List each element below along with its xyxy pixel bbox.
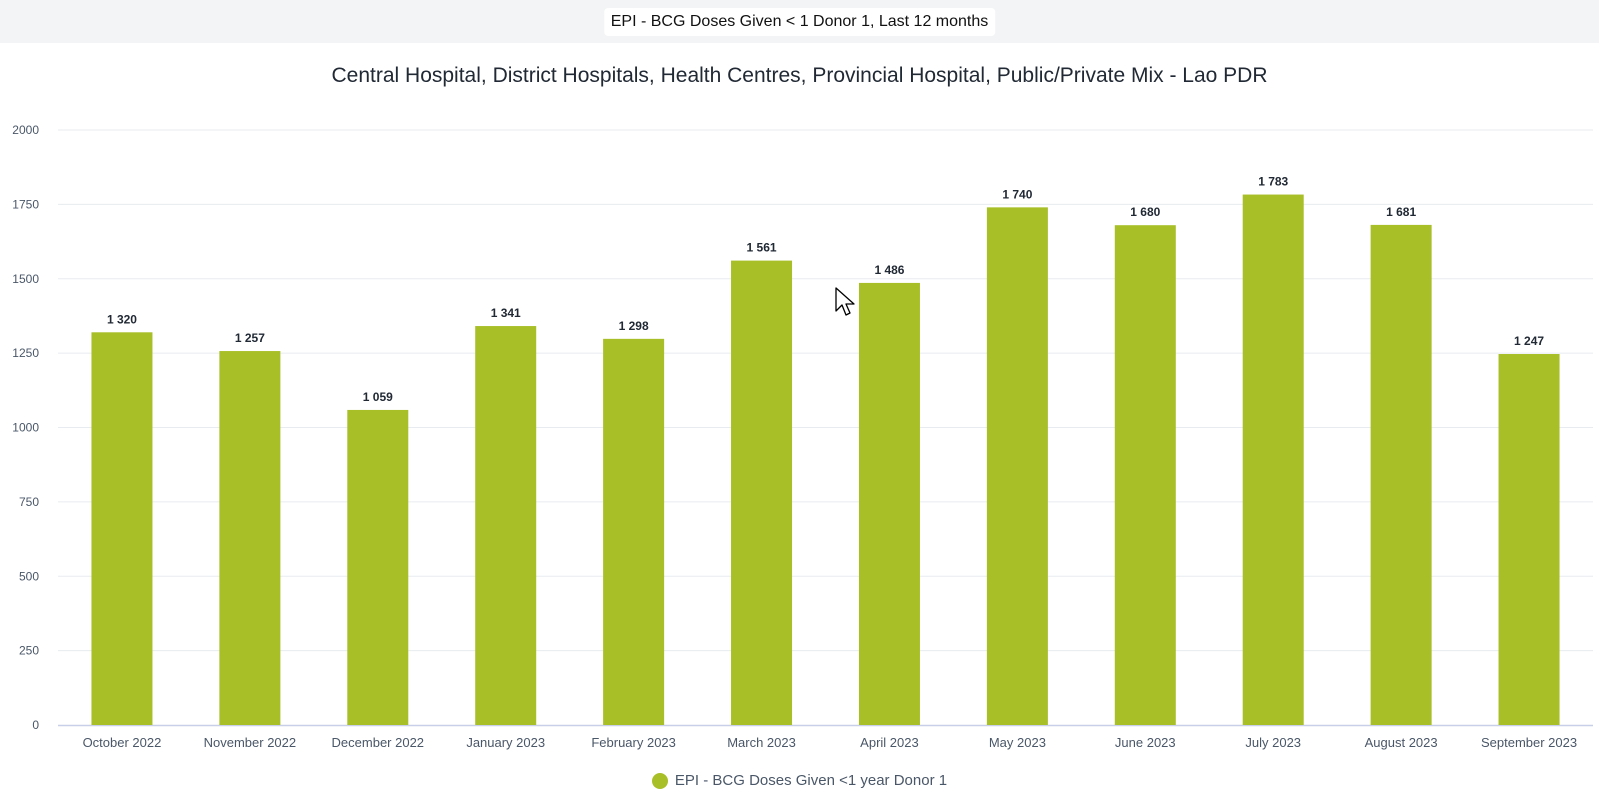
bar[interactable] (1114, 225, 1176, 725)
data-label: 1 740 (1002, 187, 1032, 201)
bar[interactable] (603, 338, 665, 725)
x-tick-label: October 2022 (83, 735, 162, 750)
y-tick-label: 750 (19, 495, 39, 509)
x-tick-label: July 2023 (1245, 735, 1301, 750)
y-tick-label: 1750 (12, 197, 39, 211)
y-tick-label: 1000 (12, 421, 39, 435)
y-tick-label: 1500 (12, 272, 39, 286)
bar[interactable] (1498, 354, 1560, 725)
y-tick-label: 1250 (12, 346, 39, 360)
bar[interactable] (475, 326, 537, 725)
bar[interactable] (1370, 224, 1432, 725)
mouse-cursor-icon (835, 287, 855, 316)
x-tick-label: April 2023 (860, 735, 919, 750)
bar[interactable] (91, 332, 153, 725)
bar[interactable] (858, 282, 920, 725)
bar[interactable] (347, 409, 409, 725)
x-tick-label: January 2023 (466, 735, 545, 750)
y-tick-label: 0 (32, 718, 39, 732)
data-label: 1 681 (1386, 205, 1416, 219)
data-label: 1 247 (1514, 334, 1544, 348)
bar[interactable] (986, 207, 1048, 726)
data-label: 1 486 (874, 263, 904, 277)
visualization-title: EPI - BCG Doses Given < 1 Donor 1, Last … (603, 8, 996, 36)
x-tick-label: August 2023 (1365, 735, 1438, 750)
data-label: 1 680 (1130, 205, 1160, 219)
chart-legend[interactable]: EPI - BCG Doses Given <1 year Donor 1 (0, 772, 1599, 789)
x-tick-label: May 2023 (989, 735, 1046, 750)
x-tick-label: February 2023 (591, 735, 676, 750)
data-label: 1 341 (491, 306, 521, 320)
x-tick-label: September 2023 (1481, 735, 1577, 750)
y-tick-label: 500 (19, 569, 39, 583)
y-tick-label: 2000 (12, 123, 39, 137)
x-tick-label: March 2023 (727, 735, 796, 750)
x-tick-label: November 2022 (204, 735, 297, 750)
data-label: 1 783 (1258, 175, 1288, 189)
data-label: 1 298 (619, 319, 649, 333)
chart-subtitle: Central Hospital, District Hospitals, He… (331, 64, 1268, 87)
data-label: 1 561 (747, 241, 777, 255)
bar[interactable] (1242, 194, 1304, 725)
legend-label: EPI - BCG Doses Given <1 year Donor 1 (674, 772, 948, 789)
data-label: 1 059 (363, 390, 393, 404)
bar[interactable] (731, 260, 793, 725)
y-tick-label: 250 (19, 644, 39, 658)
legend-marker (651, 772, 668, 789)
bar[interactable] (219, 351, 281, 725)
data-label: 1 257 (235, 331, 265, 345)
x-tick-label: December 2022 (332, 735, 425, 750)
x-tick-label: June 2023 (1115, 735, 1176, 750)
data-label: 1 320 (107, 312, 137, 326)
visualization-header: EPI - BCG Doses Given < 1 Donor 1, Last … (0, 0, 1599, 43)
